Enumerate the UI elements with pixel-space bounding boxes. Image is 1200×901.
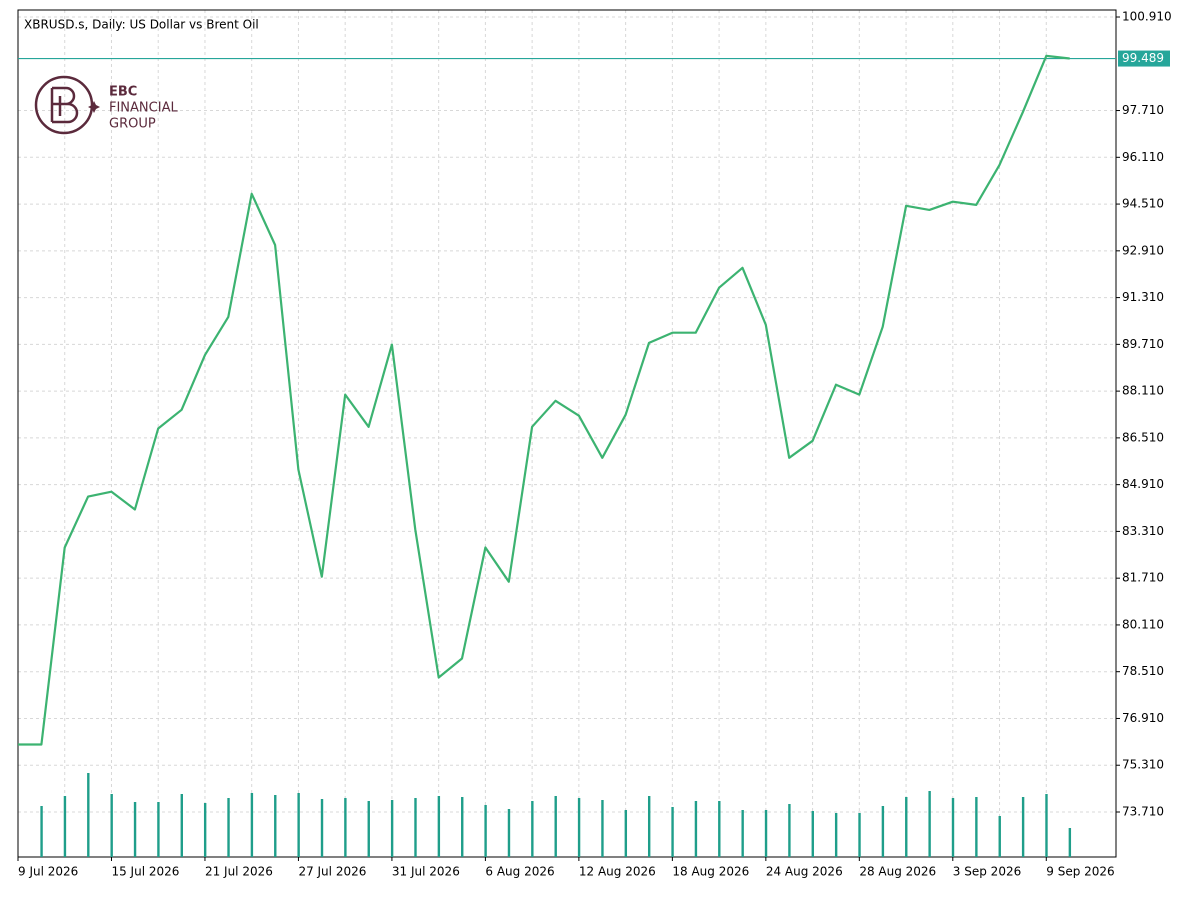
x-tick-label: 31 Jul 2026 <box>392 865 460 879</box>
y-tick-label: 80.110 <box>1122 617 1164 631</box>
volume-bar <box>344 798 347 857</box>
volume-bar <box>367 801 370 857</box>
y-tick-label: 84.910 <box>1122 477 1164 491</box>
volume-bar <box>507 809 511 857</box>
logo-text: GROUP <box>109 117 156 132</box>
y-tick-label: 73.710 <box>1122 804 1164 818</box>
volume-bar <box>390 800 394 857</box>
volume-bar <box>811 811 814 857</box>
y-tick-label: 83.310 <box>1122 524 1164 538</box>
x-tick-label: 9 Sep 2026 <box>1046 865 1114 879</box>
volume-bar <box>320 799 324 857</box>
volume-bar <box>554 796 557 857</box>
volume-bar <box>414 798 417 857</box>
x-tick-label: 12 Aug 2026 <box>579 865 656 879</box>
volume-bar <box>998 816 1001 857</box>
x-tick-label: 21 Jul 2026 <box>205 865 273 879</box>
volume-bar <box>624 810 628 857</box>
volume-bar <box>531 801 534 857</box>
y-tick-label: 96.110 <box>1122 150 1164 164</box>
volume-bar <box>110 794 113 857</box>
volume-bar <box>601 800 604 857</box>
y-tick-label: 81.710 <box>1122 571 1164 585</box>
volume-bar <box>63 796 67 857</box>
logo-text: FINANCIAL <box>109 101 178 116</box>
last-price-label: 99.489 <box>1122 51 1164 65</box>
chart-title: XBRUSD.s, Daily: US Dollar vs Brent Oil <box>24 18 259 32</box>
volume-bar <box>858 813 861 857</box>
volume-bar <box>764 810 768 857</box>
volume-bar <box>203 803 207 857</box>
x-tick-label: 3 Sep 2026 <box>953 865 1021 879</box>
y-tick-label: 78.510 <box>1122 664 1164 678</box>
volume-bar <box>905 797 908 857</box>
volume-bar <box>250 793 254 857</box>
volume-bar <box>274 795 277 857</box>
x-tick-label: 24 Aug 2026 <box>766 865 843 879</box>
volume-bar <box>671 807 674 857</box>
logo-star <box>88 101 100 113</box>
logo-brand: EBC <box>109 85 137 100</box>
plot-frame <box>17 9 1117 858</box>
volume-bar <box>834 813 838 857</box>
volume-bar <box>461 797 464 857</box>
x-tick-label: 27 Jul 2026 <box>298 865 366 879</box>
volume-bar <box>133 802 137 857</box>
volume-bar <box>694 801 698 857</box>
y-tick-label: 88.110 <box>1122 384 1164 398</box>
volume-bar <box>40 806 43 857</box>
volume-bar <box>180 794 183 857</box>
y-tick-label: 75.310 <box>1122 758 1164 772</box>
volume-bar <box>1045 794 1048 857</box>
x-tick-label: 15 Jul 2026 <box>111 865 179 879</box>
volume-bar <box>741 810 744 857</box>
y-tick-label: 92.910 <box>1122 243 1164 257</box>
x-tick-label: 9 Jul 2026 <box>18 865 78 879</box>
volume-bar <box>437 796 441 857</box>
volume-bar <box>577 798 581 857</box>
y-tick-label: 86.510 <box>1122 430 1164 444</box>
volume-bar <box>1021 797 1025 857</box>
volume-bar <box>484 805 487 857</box>
volume-bar <box>157 802 160 857</box>
volume-bar <box>227 798 230 857</box>
volume-bar <box>951 798 955 857</box>
volume-bar <box>928 791 931 857</box>
logo: EBC FINANCIAL GROUP <box>34 75 178 135</box>
volume-bar <box>647 796 651 857</box>
x-tick-label: 6 Aug 2026 <box>485 865 554 879</box>
volume-bar <box>975 797 978 857</box>
y-tick-label: 97.710 <box>1122 103 1164 117</box>
volume-bar <box>87 773 90 857</box>
y-tick-label: 76.910 <box>1122 711 1164 725</box>
volume-bar <box>881 806 885 857</box>
y-tick-label: 100.910 <box>1122 10 1172 24</box>
volume-bar <box>788 804 791 857</box>
x-tick-label: 18 Aug 2026 <box>672 865 749 879</box>
last-price-badge <box>1118 50 1170 67</box>
volume-bar <box>297 793 300 857</box>
price-line <box>18 54 1070 746</box>
grid <box>18 10 1116 857</box>
x-tick-label: 28 Aug 2026 <box>859 865 936 879</box>
y-tick-label: 94.510 <box>1122 197 1164 211</box>
y-tick-label: 91.310 <box>1122 290 1164 304</box>
logo-mark <box>50 86 79 124</box>
volume-bar <box>1068 828 1072 857</box>
volume-bar <box>718 801 721 857</box>
y-tick-label: 89.710 <box>1122 337 1164 351</box>
